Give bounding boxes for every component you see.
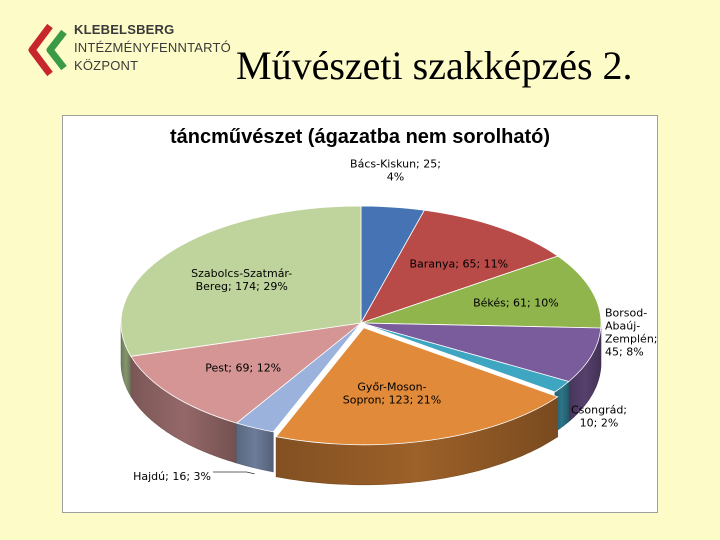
pie-side-shade-borsod-aba-j-zempl-n	[568, 328, 601, 422]
data-label-szabolcs-szatm-r-bereg: Szabolcs-Szatmár-Bereg; 174; 29%	[191, 267, 292, 293]
logo-red-chevron	[28, 23, 53, 77]
data-label-borsod-aba-j-zempl-n: Borsod-Abaúj-Zemplén; 45; 8%	[605, 307, 658, 359]
pie-side-shade-szabolcs-szatm-r-bereg	[121, 324, 131, 397]
pie-side-shade-pest	[130, 356, 237, 464]
pie-chart: Bács-Kiskun; 25; 4% Baranya; 65; 11% Békés;…	[120, 157, 658, 486]
pie-sides	[120, 324, 602, 486]
logo-line-1: KLEBELSBERG	[74, 22, 175, 37]
logo-line-3: KÖZPONT	[74, 58, 139, 73]
pie-slice-baranya	[360, 209, 559, 324]
data-label-hajd-: Hajdú; 16; 3%	[133, 470, 211, 483]
data-label-gy-r-moson-sopron: Győr-Moson-Sopron; 123; 21%	[343, 381, 442, 407]
pie-slice-b-k-s	[360, 255, 602, 329]
data-label-b-k-s: Békés; 61; 10%	[473, 297, 559, 310]
data-label-pest: Pest; 69; 12%	[205, 361, 281, 374]
pie-side-shade-gy-r-moson-sopron	[276, 396, 558, 485]
pie-labels: Bács-Kiskun; 25; 4% Baranya; 65; 11% Békés;…	[133, 157, 657, 483]
pie-leaders	[213, 471, 255, 475]
slide-title: Művészeti szakképzés 2.	[236, 43, 633, 88]
pie-slice-borsod-aba-j-zempl-n	[360, 322, 602, 382]
data-label-csongr-d: Csongrád; 10; 2%	[571, 404, 627, 430]
pie-side-shade-hajd-	[236, 423, 274, 472]
data-label-b-cs-kiskun: Bács-Kiskun; 25; 4%	[350, 157, 441, 183]
chart-frame: Bács-Kiskun; 25; 4% Baranya; 65; 11% Békés;…	[62, 115, 658, 513]
logo-chevron-icon	[28, 23, 67, 77]
chart-title: táncművészet (ágazatba nem sorolható)	[169, 126, 551, 148]
leader-line-hajdu	[213, 471, 255, 475]
pie-slice-szabolcs-szatm-r-bereg	[120, 205, 362, 357]
logo-text: KLEBELSBERG INTÉZMÉNYFENNTARTÓ KÖZPONT	[74, 21, 231, 75]
logo-green-chevron	[46, 29, 67, 71]
pie-slice-csongr-d	[360, 322, 570, 393]
pie-slice-gy-r-moson-sopron	[275, 327, 559, 446]
pie-tops	[120, 205, 602, 446]
klebelsberg-logo: KLEBELSBERG INTÉZMÉNYFENNTARTÓ KÖZPONT	[26, 18, 256, 82]
data-label-baranya: Baranya; 65; 11%	[409, 258, 508, 271]
pie-side-shade-csongr-d	[554, 381, 569, 432]
logo-line-2: INTÉZMÉNYFENNTARTÓ	[74, 40, 231, 55]
